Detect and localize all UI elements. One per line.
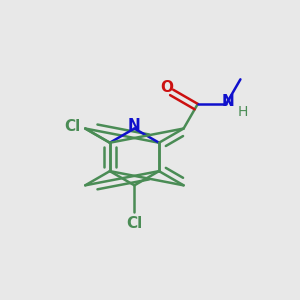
Text: Cl: Cl — [126, 217, 142, 232]
Text: H: H — [237, 105, 248, 119]
Text: Cl: Cl — [64, 119, 80, 134]
Text: N: N — [222, 94, 234, 109]
Text: O: O — [160, 80, 173, 95]
Text: N: N — [128, 118, 141, 133]
